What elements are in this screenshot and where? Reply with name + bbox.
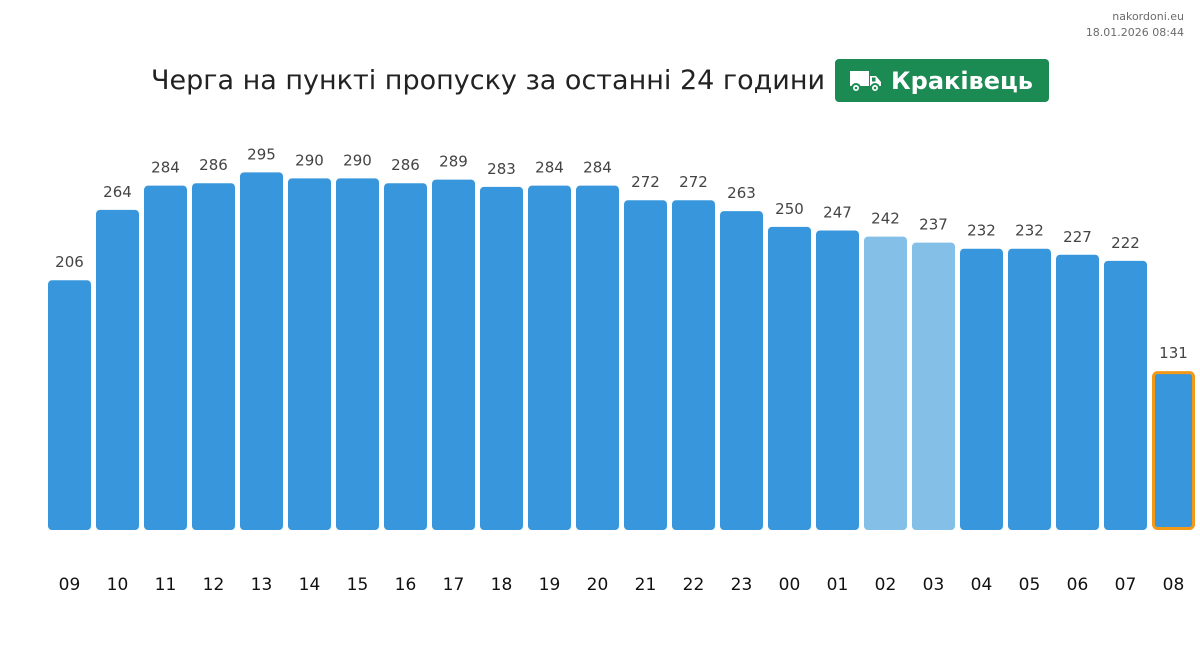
value-label-20: 284 [583,159,612,177]
value-label-01: 247 [823,204,852,222]
value-label-14: 290 [295,151,324,169]
x-tick-20: 20 [587,575,609,595]
bar-22[interactable] [672,200,715,530]
bar-04[interactable] [960,248,1003,530]
bar-20[interactable] [576,185,619,530]
x-tick-16: 16 [395,575,417,595]
x-tick-12: 12 [203,575,225,595]
x-tick-00: 00 [779,575,801,595]
bar-01[interactable] [816,230,859,530]
x-tick-22: 22 [683,575,705,595]
header: Черга на пункті пропуску за останні 24 г… [0,59,1200,102]
value-label-11: 284 [151,159,180,177]
x-tick-labels-group: 09 10 11 12 13 14 15 16 17 18 19 20 21 22 23 00 01 02 03 04… [59,575,1185,595]
bar-15[interactable] [336,178,379,530]
value-label-22: 272 [679,173,708,191]
bar-05[interactable] [1008,248,1051,530]
bar-08[interactable] [1152,371,1195,530]
bar-09[interactable] [48,280,91,530]
source-info: nakordoni.eu 18.01.2026 08:44 [1086,9,1184,41]
truck-icon [849,68,883,94]
bar-02[interactable] [864,236,907,530]
value-label-18: 283 [487,160,516,178]
x-tick-10: 10 [107,575,129,595]
bar-18[interactable] [480,186,523,531]
value-label-08: 131 [1159,344,1188,362]
value-label-15: 290 [343,151,372,169]
x-tick-02: 02 [875,575,897,595]
bar-10[interactable] [96,209,139,530]
bar-07[interactable] [1104,260,1147,530]
value-label-19: 284 [535,159,564,177]
bar-00[interactable] [768,226,811,530]
value-label-09: 206 [55,253,84,271]
x-tick-15: 15 [347,575,369,595]
source-timestamp: 18.01.2026 08:44 [1085,26,1184,39]
bar-11[interactable] [144,185,187,530]
bars-group [48,172,1195,531]
x-tick-06: 06 [1067,575,1089,595]
bar-16[interactable] [384,183,427,530]
value-label-16: 286 [391,156,420,174]
value-label-23: 263 [727,184,756,202]
bar-14[interactable] [288,178,331,530]
checkpoint-name: Краківець [891,66,1033,95]
value-label-07: 222 [1111,234,1140,252]
x-tick-14: 14 [299,575,321,595]
bar-13[interactable] [240,172,283,530]
page-title: Черга на пункті пропуску за останні 24 г… [151,64,826,96]
x-tick-21: 21 [635,575,657,595]
x-tick-09: 09 [59,575,81,595]
value-label-17: 289 [439,153,468,171]
source-site[interactable]: nakordoni.eu [1112,10,1184,23]
value-label-03: 237 [919,216,948,234]
x-tick-07: 07 [1115,575,1137,595]
x-tick-01: 01 [827,575,849,595]
value-labels-group: 206 264 284 286 295 290 290 286 289 283 284 284 272 2… [55,145,1188,362]
value-label-13: 295 [247,145,276,163]
value-label-10: 264 [103,183,132,201]
value-label-00: 250 [775,200,804,218]
bar-03[interactable] [912,242,955,530]
bar-21[interactable] [624,200,667,530]
x-tick-19: 19 [539,575,561,595]
x-tick-18: 18 [491,575,513,595]
bar-19[interactable] [528,185,571,530]
x-tick-03: 03 [923,575,945,595]
x-tick-17: 17 [443,575,465,595]
x-tick-13: 13 [251,575,273,595]
x-tick-08: 08 [1163,575,1185,595]
x-tick-05: 05 [1019,575,1041,595]
value-label-06: 227 [1063,228,1092,246]
value-label-12: 286 [199,156,228,174]
value-label-21: 272 [631,173,660,191]
value-label-04: 232 [967,222,996,240]
x-tick-11: 11 [155,575,177,595]
x-tick-04: 04 [971,575,993,595]
value-label-05: 232 [1015,222,1044,240]
bar-06[interactable] [1056,254,1099,530]
value-label-02: 242 [871,210,900,228]
x-tick-23: 23 [731,575,753,595]
checkpoint-badge[interactable]: Краківець [835,59,1049,102]
bar-12[interactable] [192,183,235,530]
bar-17[interactable] [432,179,475,530]
bar-23[interactable] [720,211,763,531]
